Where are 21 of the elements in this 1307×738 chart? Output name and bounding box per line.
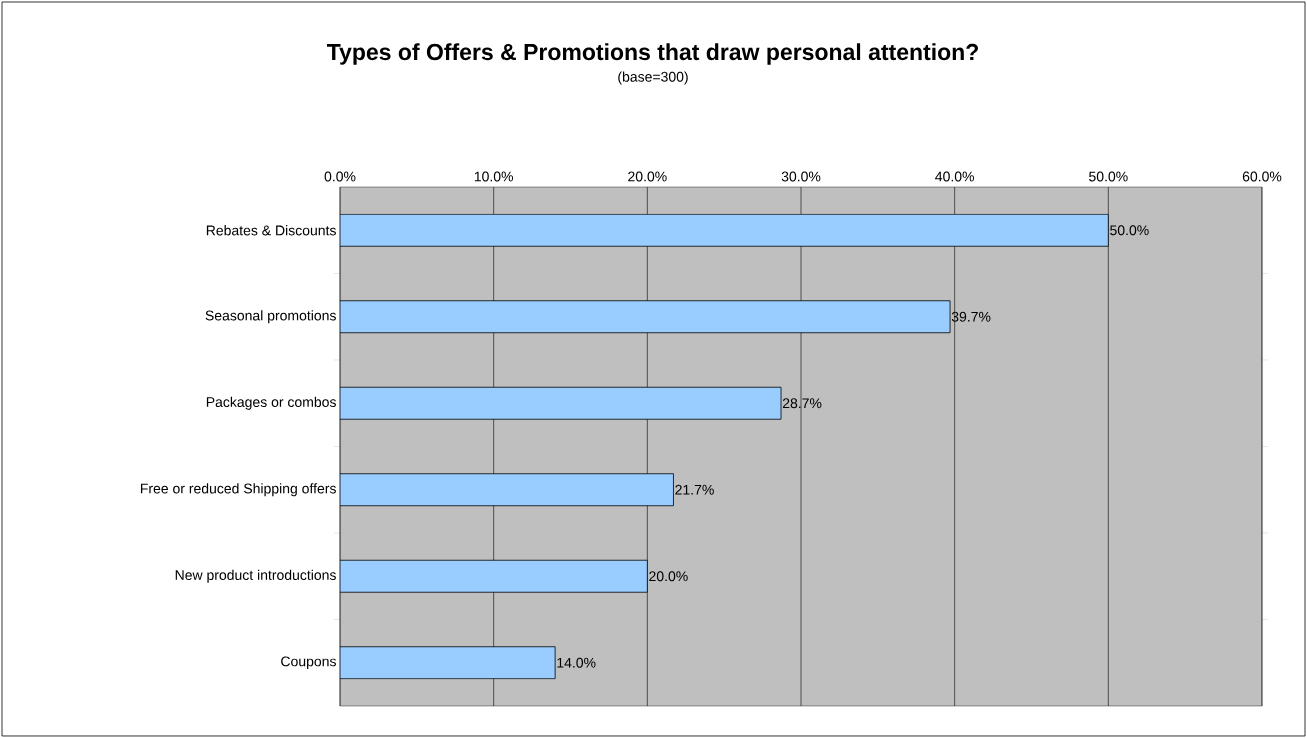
y-tick-label: Free or reduced Shipping offers — [140, 483, 336, 497]
x-tick-label: 10.0% — [474, 171, 514, 182]
y-tick-label: Packages or combos — [206, 396, 336, 410]
data-label: 28.7% — [782, 398, 822, 409]
y-tick-label: Rebates & Discounts — [206, 225, 336, 236]
x-tick-label: 20.0% — [628, 171, 667, 182]
x-tick-label: 40.0% — [935, 171, 975, 182]
data-label: 39.7% — [951, 311, 991, 322]
x-tick-label: 60.0% — [1242, 171, 1282, 182]
data-label: 21.7% — [675, 484, 714, 495]
data-label: 20.0% — [649, 571, 688, 582]
data-label: 50.0% — [1110, 225, 1149, 236]
chart-title: Types of Offers & Promotions that draw personal attention? — [326, 43, 978, 65]
x-tick-label: 30.0% — [781, 171, 821, 182]
x-tick-label: 0.0% — [324, 171, 356, 182]
x-tick-label: 50.0% — [1089, 171, 1128, 182]
y-tick-label: New product introductions — [175, 569, 336, 583]
y-tick-label: Seasonal promotions — [205, 310, 336, 324]
chart-subtitle: (base=300) — [618, 71, 688, 85]
y-tick-label: Coupons — [281, 656, 336, 670]
data-label: 14.0% — [557, 657, 596, 668]
